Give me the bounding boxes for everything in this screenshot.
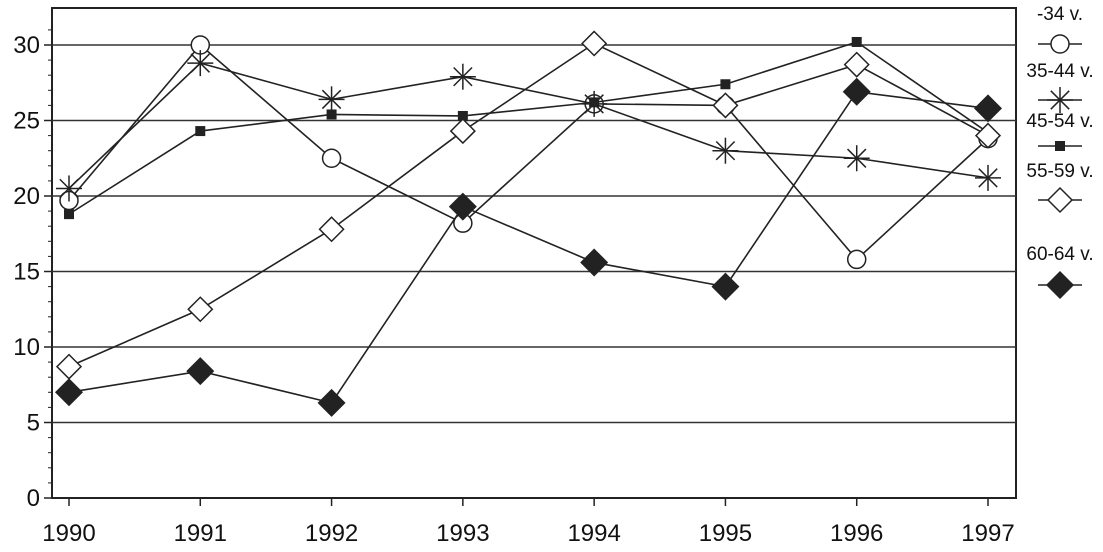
legend-item: 55-59 v.	[1026, 161, 1094, 214]
legend-label: 55-59 v.	[1026, 161, 1093, 182]
data-point	[580, 248, 609, 277]
legend-marker	[1050, 34, 1070, 54]
star-stroke	[190, 53, 211, 73]
x-tick-label: 1993	[436, 520, 489, 547]
data-point	[712, 137, 739, 164]
legend-item: 60-64 v.	[1026, 244, 1094, 299]
data-point	[974, 94, 1002, 123]
series-line	[68, 41, 989, 215]
legend-item: 45-54 v.	[1026, 111, 1094, 151]
legend-marker	[1047, 87, 1073, 113]
series-line	[68, 43, 989, 261]
data-point	[974, 122, 1002, 149]
x-tick-label: 1992	[305, 520, 358, 547]
x-tick-label: 1995	[699, 520, 752, 547]
x-tick-label: 1996	[830, 520, 883, 547]
data-point	[449, 63, 476, 90]
data-point	[318, 86, 345, 113]
data-point	[581, 30, 608, 57]
star-stroke	[321, 89, 342, 110]
data-point	[589, 97, 600, 108]
x-tick-label: 1991	[174, 520, 227, 547]
data-point	[187, 296, 214, 323]
star-stroke	[978, 168, 998, 188]
data-point	[186, 357, 215, 386]
y-tick-label: 30	[13, 32, 40, 59]
legend-label: -34 v.	[1037, 4, 1083, 25]
star-stroke	[1050, 90, 1070, 110]
data-point	[321, 148, 342, 168]
data-point	[843, 145, 870, 172]
data-point	[56, 175, 82, 202]
data-point	[448, 192, 477, 221]
series-line	[68, 90, 989, 404]
legend-marker	[1046, 271, 1074, 299]
y-tick-label: 10	[13, 334, 40, 361]
y-tick-label: 0	[27, 485, 40, 512]
y-tick-label: 15	[13, 259, 40, 286]
y-tick-label: 5	[27, 410, 40, 437]
data-point	[55, 353, 83, 380]
series-line	[68, 62, 989, 190]
x-tick-label: 1994	[567, 520, 620, 547]
data-point	[318, 216, 345, 243]
data-point	[843, 51, 870, 78]
legend-label: 35-44 v.	[1026, 61, 1093, 82]
legend-item: 35-44 v.	[1026, 61, 1094, 113]
legend-label: 45-54 v.	[1026, 111, 1093, 132]
gridlines	[52, 44, 1016, 424]
data-point	[187, 50, 214, 77]
x-axis: 1990 1991 1992 1993 1994 1995 1996 1997	[42, 498, 1015, 547]
x-tick-label: 1997	[961, 520, 1014, 547]
plot-area	[51, 7, 1017, 499]
series-group	[55, 30, 1002, 417]
series-3	[55, 30, 1002, 380]
series-line	[68, 42, 989, 368]
star-stroke	[453, 66, 473, 87]
data-point	[975, 164, 1001, 191]
legend-marker	[1046, 186, 1074, 214]
data-point	[449, 118, 476, 145]
data-point	[326, 109, 337, 120]
data-point	[317, 388, 346, 417]
legend-marker	[1055, 141, 1065, 151]
data-point	[846, 249, 867, 270]
data-point	[55, 378, 83, 407]
series-1	[56, 50, 1001, 202]
data-point	[712, 92, 739, 119]
data-point	[64, 209, 74, 220]
data-point	[457, 110, 468, 121]
series-4	[55, 77, 1002, 417]
legend-label: 60-64 v.	[1026, 244, 1093, 265]
star-stroke	[846, 148, 867, 168]
legend: -34 v. 35-44 v. 45-54 v. 55-59 v. 60-64 v.	[1026, 4, 1094, 299]
x-tick-label: 1990	[42, 520, 95, 547]
data-point	[851, 36, 862, 47]
data-point	[720, 79, 731, 90]
data-point	[195, 126, 206, 137]
y-tick-label: 20	[13, 183, 40, 210]
star-stroke	[715, 140, 736, 161]
y-tick-label: 25	[13, 108, 40, 135]
legend-item: -34 v.	[1037, 4, 1083, 54]
data-point	[711, 272, 740, 301]
data-point	[842, 77, 871, 106]
star-stroke	[59, 178, 79, 199]
y-axis: 0 5 10 15 20 25 30	[13, 29, 52, 512]
